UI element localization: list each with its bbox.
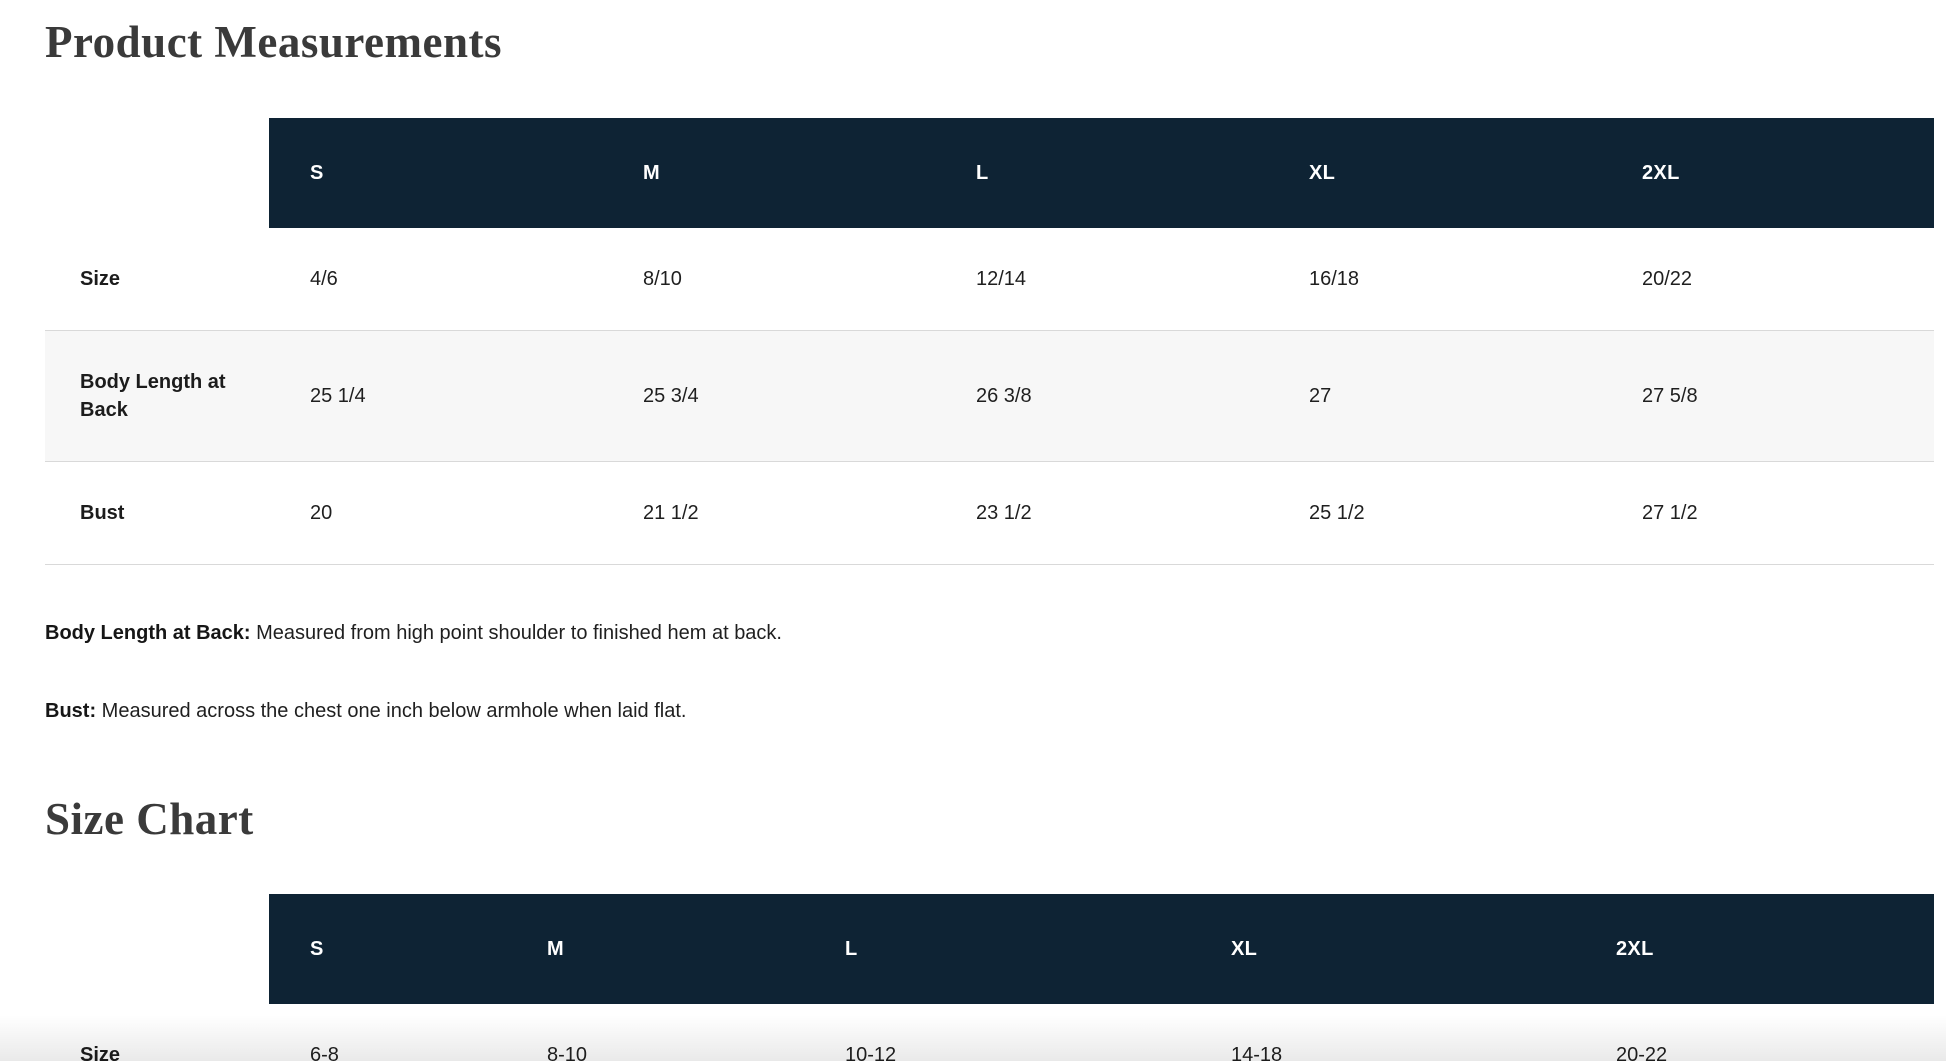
cell-body-length-xl: 27 (1268, 329, 1601, 462)
cell-bust-2xl: 27 1/2 (1601, 460, 1934, 565)
cell-bust-m: 21 1/2 (602, 460, 935, 565)
measurements-row-bust: Bust 20 21 1/2 23 1/2 25 1/2 27 1/2 (45, 460, 1934, 565)
measurements-column-header-m: M (602, 117, 935, 228)
size-chart-cell-xl: 14-18 (1231, 1044, 1283, 1061)
note-body-length-term: Body Length at Back: (45, 621, 251, 644)
measurements-column-header-s: S (269, 117, 602, 228)
note-body-length: Body Length at Back: Measured from high … (45, 619, 1934, 647)
size-chart-column-header-2xl: 2XL (1575, 894, 1934, 1005)
size-chart-header-empty-cell (45, 894, 269, 1004)
size-chart-column-header-s: S (269, 894, 506, 1005)
cell-bust-xl: 25 1/2 (1268, 460, 1601, 565)
note-bust-definition: Measured across the chest one inch below… (101, 699, 687, 722)
size-chart-header-row: S M L XL 2XL (45, 894, 1934, 1005)
size-chart-column-header-xl: XL (1190, 894, 1575, 1005)
product-measurements-table: S M L XL 2XL Size 4/6 8/10 12/14 16/18 2… (45, 117, 1934, 565)
size-chart-table: S M L XL 2XL Size 6-8 8-10 10-12 14-18 2… (45, 894, 1934, 1061)
cell-body-length-s: 25 1/4 (269, 329, 602, 462)
note-bust: Bust: Measured across the chest one inch… (45, 697, 1934, 725)
size-chart-title: Size Chart (45, 793, 254, 844)
size-chart-cell-2xl: 20-22 (1616, 1044, 1668, 1061)
cell-size-l: 12/14 (976, 267, 1027, 290)
measurements-row-body-length: Body Length at Back 25 1/4 25 3/4 26 3/8… (45, 329, 1934, 462)
size-chart-cell-s: 6-8 (310, 1044, 339, 1061)
size-chart-column-header-m: M (506, 894, 804, 1005)
row-label-body-length: Body Length at Back (45, 329, 269, 462)
cell-size-xl: 16/18 (1309, 267, 1360, 290)
measurements-column-header-l: L (935, 117, 1268, 228)
cell-body-length-2xl: 27 5/8 (1601, 329, 1934, 462)
cell-size-m: 8/10 (643, 267, 682, 290)
note-body-length-definition: Measured from high point shoulder to fin… (256, 621, 782, 644)
measurements-header-row: S M L XL 2XL (45, 117, 1934, 228)
measurements-column-header-xl: XL (1268, 117, 1601, 228)
cell-bust-l: 23 1/2 (935, 460, 1268, 565)
size-chart-column-header-l: L (804, 894, 1190, 1005)
measurements-row-size: Size 4/6 8/10 12/14 16/18 20/22 (45, 228, 1934, 331)
measurements-column-header-2xl: 2XL (1601, 117, 1934, 228)
measurement-notes: Body Length at Back: Measured from high … (45, 619, 1934, 725)
row-label-bust: Bust (45, 460, 269, 565)
measurements-header-empty-cell (45, 118, 269, 228)
cell-bust-s: 20 (269, 460, 602, 565)
cell-body-length-m: 25 3/4 (602, 329, 935, 462)
size-chart-row-label-size: Size (80, 1044, 121, 1061)
row-label-size: Size (80, 267, 121, 290)
note-bust-term: Bust: (45, 699, 97, 722)
size-chart-cell-m: 8-10 (547, 1044, 588, 1061)
cell-size-2xl: 20/22 (1642, 267, 1693, 290)
cell-body-length-l: 26 3/8 (935, 329, 1268, 462)
cell-size-s: 4/6 (310, 267, 338, 290)
product-measurements-title: Product Measurements (45, 17, 503, 67)
size-chart-cell-l: 10-12 (845, 1044, 897, 1061)
size-chart-row-size: Size 6-8 8-10 10-12 14-18 20-22 (45, 1004, 1934, 1061)
